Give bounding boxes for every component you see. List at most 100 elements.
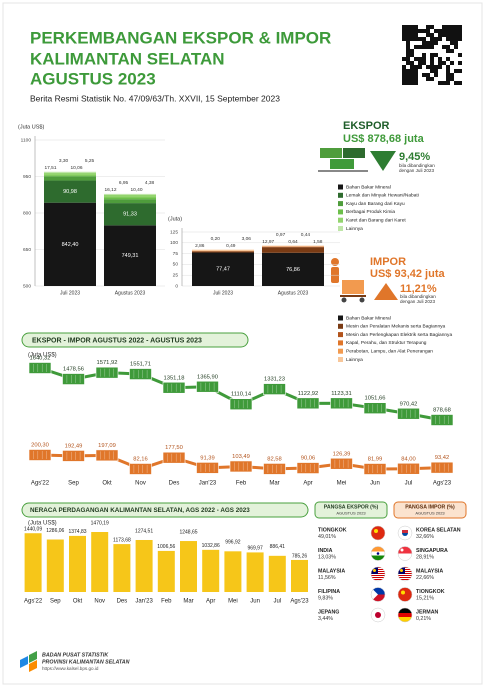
country-share: 28,91%	[416, 554, 434, 560]
country-name: KOREA SELATAN	[416, 527, 461, 533]
qr-cell	[442, 33, 446, 37]
bar	[180, 541, 197, 592]
qr-cell	[454, 37, 458, 41]
flag-part	[371, 580, 385, 581]
qr-cell	[422, 57, 426, 61]
legend-swatch	[338, 209, 343, 215]
qr-cell	[442, 29, 446, 33]
share-subtitle: AGUSTUS 2023	[336, 511, 366, 516]
bar	[202, 549, 220, 592]
flag-part	[398, 613, 412, 617]
container-marker	[62, 450, 85, 462]
bar-segment	[44, 171, 96, 174]
value-label: 17,51	[44, 165, 56, 171]
qr-cell	[438, 29, 442, 33]
flag	[398, 526, 412, 540]
legend-label: Mesin dan Peralatan Mekanis serta Bagian…	[346, 324, 446, 330]
qr-cell	[454, 33, 458, 37]
value-label: 200,30	[31, 443, 49, 449]
qr-cell	[458, 69, 462, 73]
flag-part	[371, 576, 385, 577]
section-title: NERACA PERDAGANGAN KALIMANTAN SELATAN, A…	[30, 507, 250, 514]
y-tick-label: 75	[173, 251, 179, 257]
qr-cell	[430, 33, 434, 37]
country-share: 15,21%	[416, 595, 434, 601]
flag-part	[398, 578, 412, 579]
country-share: 0,21%	[416, 616, 431, 622]
value-label: 6,95	[119, 180, 129, 186]
qr-cell	[402, 73, 406, 77]
flag-part	[371, 579, 385, 580]
legend-label: Mesin dan Perlengkapan Elektrik serta Ba…	[346, 332, 452, 338]
container-marker	[397, 462, 420, 475]
x-tick-label: Ags'22	[24, 599, 43, 605]
qr-cell	[446, 25, 450, 29]
value-label: 1,58	[313, 239, 323, 245]
flag-border	[397, 607, 413, 623]
value-label: 969,97	[247, 546, 263, 552]
qr-cell	[442, 45, 446, 49]
flag-part	[371, 546, 385, 552]
bar	[224, 551, 242, 592]
flag-part	[371, 574, 385, 575]
container-marker	[296, 462, 320, 474]
flag-border	[397, 566, 413, 582]
bar-segment	[262, 252, 324, 286]
qr-cell	[406, 49, 410, 53]
qr-cell	[406, 33, 410, 37]
qr-cell	[434, 73, 438, 77]
value-label: 91,33	[123, 212, 137, 218]
export-value: US$ 878,68 juta	[343, 133, 425, 145]
qr-cell	[414, 81, 418, 85]
value-label: 177,50	[165, 445, 183, 451]
flag-border	[370, 587, 386, 602]
legend-label: Bahan Bakar Mineral	[346, 184, 391, 190]
flag-part	[376, 552, 380, 555]
container-marker	[162, 451, 186, 464]
x-tick-label: Nov	[94, 599, 105, 605]
value-label: 126,39	[333, 451, 351, 457]
container-marker	[196, 380, 219, 393]
footer-text: BADAN PUSAT STATISTIK	[42, 652, 109, 658]
qr-cell	[402, 29, 406, 33]
legend-label: Bahan Bakar Mineral	[346, 315, 391, 321]
value-label: 12,97	[262, 239, 274, 245]
import-change: 11,21%	[400, 283, 437, 295]
country-share: 22,66%	[416, 575, 434, 581]
share-header	[314, 501, 388, 519]
y-tick-label: 100	[170, 240, 178, 246]
bar-segment	[192, 249, 254, 251]
qr-cell	[422, 61, 426, 65]
qr-cell	[446, 65, 450, 69]
value-label: 77,47	[216, 267, 230, 273]
legend-label: Berbagai Produk Kimia	[346, 209, 395, 215]
container-marker	[397, 407, 420, 420]
value-label: 10,06	[70, 165, 82, 171]
x-tick-label: Jan'23	[199, 481, 217, 487]
container-marker	[196, 462, 219, 474]
value-label: 0,44	[301, 232, 311, 238]
qr-cell	[454, 29, 458, 33]
qr-cell	[410, 73, 414, 77]
bar-segment	[104, 194, 156, 198]
qr-cell	[430, 61, 434, 65]
value-label: 197,09	[98, 443, 116, 449]
qr-cell	[458, 53, 462, 57]
flag-border	[397, 546, 413, 561]
section-banner	[21, 502, 309, 518]
qr-cell	[458, 37, 462, 41]
qr-cell	[426, 25, 430, 29]
value-label: 1551,71	[130, 362, 151, 368]
x-tick-label: Feb	[161, 599, 172, 605]
qr-cell	[450, 37, 454, 41]
bar-segment	[44, 173, 96, 176]
x-tick-label: Ags'22	[31, 481, 50, 487]
country-share: 32,66%	[416, 534, 434, 540]
bar-segment	[44, 175, 96, 177]
qr-cell	[446, 69, 450, 73]
value-label: 1122,92	[298, 391, 319, 397]
qr-cell	[402, 37, 406, 41]
value-label: 1286,06	[46, 528, 64, 534]
share-title: PANGSA IMPOR (%)	[405, 504, 455, 510]
